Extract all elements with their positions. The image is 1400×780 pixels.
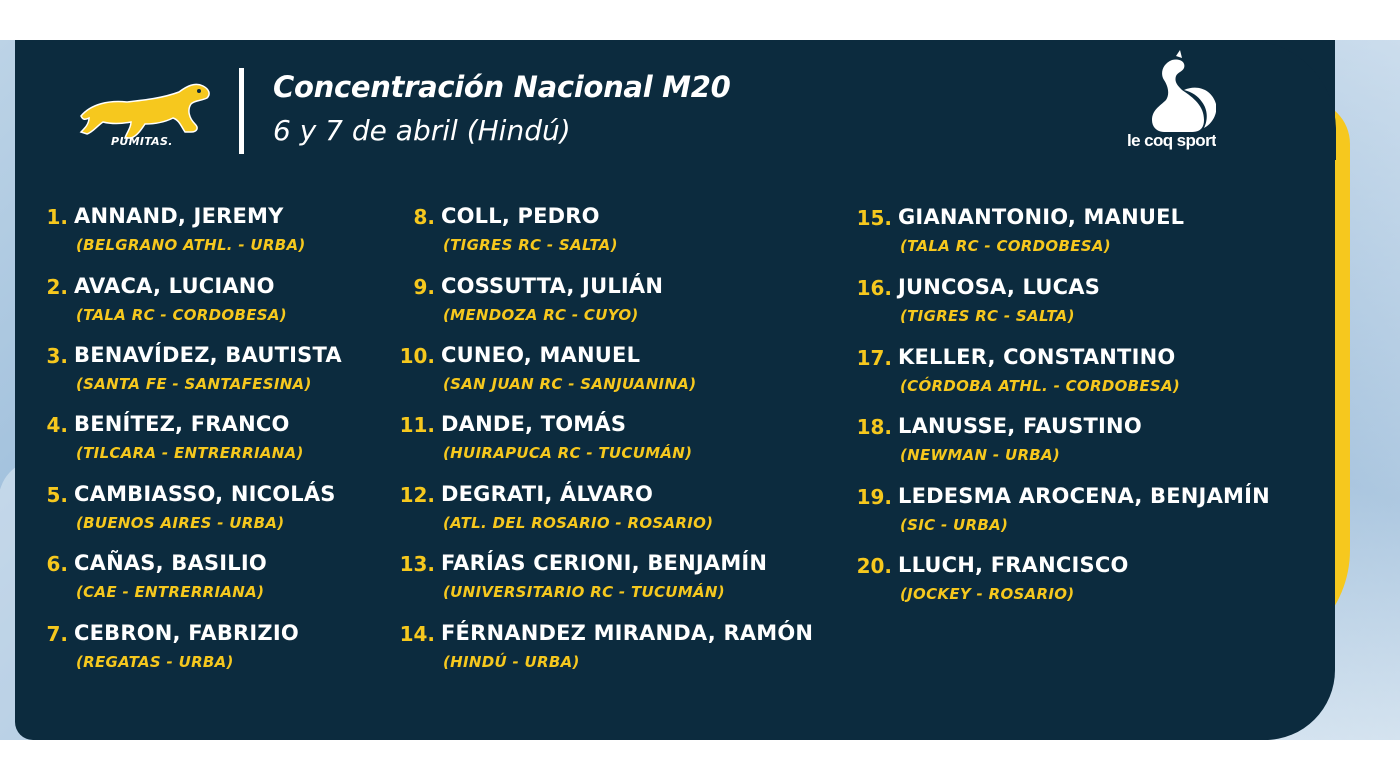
player-number: 16. (856, 276, 892, 300)
player-club: (UNIVERSITARIO RC - TUCUMÁN) (443, 583, 725, 601)
player-name: BENÍTEZ, FRANCO (74, 412, 290, 436)
player-number: 10. (399, 344, 435, 368)
team-name: PUMITAS. (111, 135, 173, 148)
player-number: 17. (856, 346, 892, 370)
player-number: 13. (399, 552, 435, 576)
player-number: 4. (46, 413, 68, 437)
player-club: (HUIRAPUCA RC - TUCUMÁN) (443, 444, 693, 462)
player-name: DANDE, TOMÁS (441, 412, 627, 436)
player-name: LLUCH, FRANCISCO (898, 553, 1129, 577)
roster-graphic: PUMITAS. Concentración Nacional M20 6 y … (0, 40, 1400, 740)
player-number: 1. (46, 205, 68, 229)
player-number: 18. (856, 415, 892, 439)
player-club: (ATL. DEL ROSARIO - ROSARIO) (443, 514, 714, 532)
player-name: FÉRNANDEZ MIRANDA, RAMÓN (441, 621, 814, 645)
player-name: ANNAND, JEREMY (74, 204, 284, 228)
content-panel: PUMITAS. Concentración Nacional M20 6 y … (15, 40, 1336, 740)
player-club: (BELGRANO ATHL. - URBA) (76, 236, 306, 254)
player-name: CUNEO, MANUEL (441, 343, 641, 367)
sponsor-name: le coq sportif (1127, 131, 1226, 150)
player-club: (CÓRDOBA ATHL. - CORDOBESA) (900, 377, 1181, 395)
player-club: (CAE - ENTRERRIANA) (76, 583, 265, 601)
player-name: GIANANTONIO, MANUEL (898, 205, 1185, 229)
puma-logo (79, 83, 210, 139)
player-name: DEGRATI, ÁLVARO (441, 482, 654, 506)
player-club: (REGATAS - URBA) (76, 653, 234, 671)
player-name: LEDESMA AROCENA, BENJAMÍN (898, 484, 1270, 508)
rooster-logo (1152, 50, 1217, 133)
player-club: (JOCKEY - ROSARIO) (900, 585, 1075, 603)
player-name: AVACA, LUCIANO (74, 274, 275, 298)
page-subtitle: 6 y 7 de abril (Hindú) (273, 114, 571, 147)
player-name: CEBRON, FABRIZIO (74, 621, 299, 645)
player-name: FARÍAS CERIONI, BENJAMÍN (441, 551, 768, 575)
player-number: 5. (46, 483, 68, 507)
player-name: KELLER, CONSTANTINO (898, 345, 1176, 369)
player-club: (BUENOS AIRES - URBA) (76, 514, 285, 532)
player-club: (SANTA FE - SANTAFESINA) (76, 375, 312, 393)
player-number: 2. (46, 275, 68, 299)
player-number: 15. (856, 206, 892, 230)
player-number: 14. (399, 622, 435, 646)
player-club: (TALA RC - CORDOBESA) (900, 237, 1111, 255)
player-club: (NEWMAN - URBA) (900, 446, 1061, 464)
player-club: (MENDOZA RC - CUYO) (443, 306, 639, 324)
player-number: 6. (46, 552, 68, 576)
player-number: 9. (413, 275, 435, 299)
player-number: 11. (399, 413, 435, 437)
player-number: 20. (856, 554, 892, 578)
player-club: (HINDÚ - URBA) (443, 653, 580, 671)
player-club: (TIGRES RC - SALTA) (900, 307, 1075, 325)
player-club: (TALA RC - CORDOBESA) (76, 306, 287, 324)
player-club: (SAN JUAN RC - SANJUANINA) (443, 375, 697, 393)
player-club: (TILCARA - ENTRERRIANA) (76, 444, 304, 462)
player-name: BENAVÍDEZ, BAUTISTA (74, 343, 342, 367)
player-name: COSSUTTA, JULIÁN (441, 274, 664, 298)
player-number: 3. (46, 344, 68, 368)
player-name: JUNCOSA, LUCAS (898, 275, 1101, 299)
player-number: 12. (399, 483, 435, 507)
player-number: 7. (46, 622, 68, 646)
player-club: (SIC - URBA) (900, 516, 1009, 534)
player-name: LANUSSE, FAUSTINO (898, 414, 1142, 438)
header-divider (239, 68, 244, 154)
player-name: CAMBIASSO, NICOLÁS (74, 482, 336, 506)
player-club: (TIGRES RC - SALTA) (443, 236, 618, 254)
player-name: CAÑAS, BASILIO (74, 551, 267, 575)
player-number: 19. (856, 485, 892, 509)
page-title: Concentración Nacional M20 (273, 70, 731, 104)
player-number: 8. (413, 205, 435, 229)
player-name: COLL, PEDRO (441, 204, 600, 228)
